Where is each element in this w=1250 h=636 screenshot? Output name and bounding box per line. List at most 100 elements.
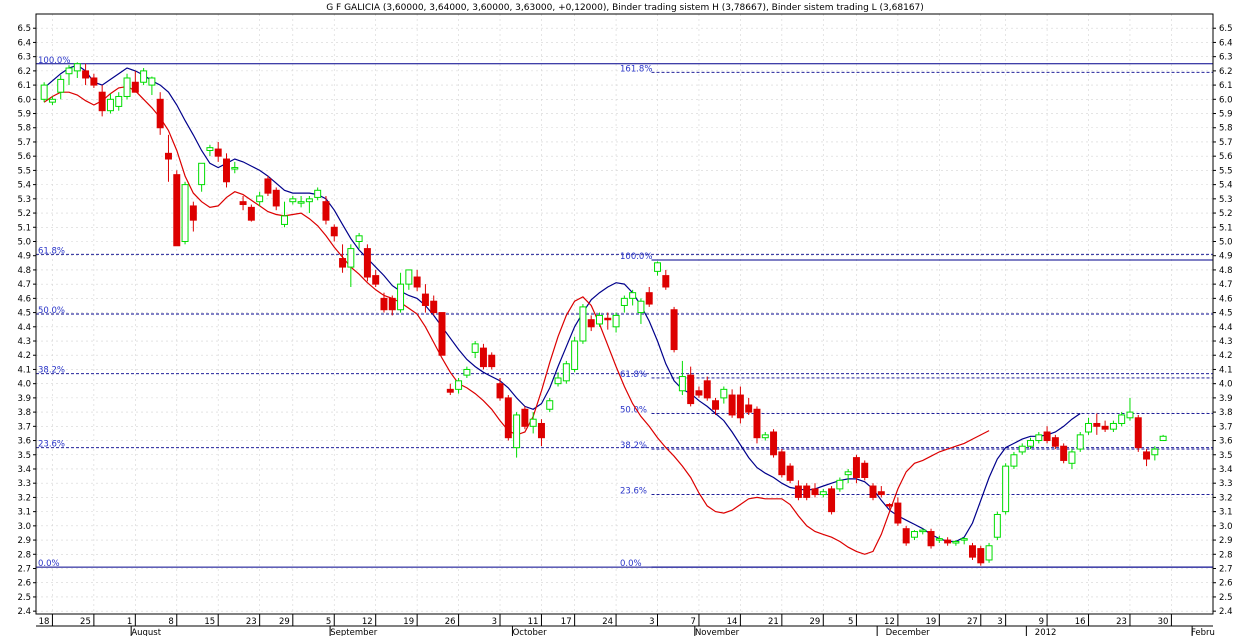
candle-body	[1068, 451, 1076, 464]
y-tick-label: 6.0	[17, 95, 31, 105]
candle	[65, 65, 73, 86]
candle	[537, 419, 545, 447]
y-tick-label: 3.5	[17, 451, 31, 461]
candle	[90, 73, 98, 88]
y-tick-label: 6.0	[1219, 95, 1233, 105]
candle	[48, 96, 56, 105]
candle-body	[98, 91, 106, 112]
candle-body	[546, 400, 554, 410]
y-tick-label: 6.3	[17, 53, 31, 63]
candle-body	[852, 457, 860, 479]
candle	[604, 312, 612, 330]
candle	[98, 85, 106, 117]
candle	[355, 232, 363, 249]
candle	[1126, 397, 1134, 421]
candle	[985, 542, 993, 563]
y-tick-label: 2.9	[1219, 536, 1233, 546]
candle-body	[604, 317, 612, 321]
candle-body	[1002, 465, 1010, 513]
candle	[1076, 432, 1084, 452]
candle	[256, 191, 264, 206]
candle-body	[339, 258, 347, 268]
y-tick-label: 3.1	[17, 508, 31, 518]
candle	[1043, 426, 1051, 444]
candle	[206, 144, 214, 157]
y-tick-label: 3.6	[17, 437, 31, 447]
y-tick-label: 3.8	[1219, 408, 1233, 418]
candle-body	[1143, 451, 1151, 460]
x-tick-label: 25	[80, 617, 91, 627]
candle-body	[106, 98, 114, 112]
candle	[770, 429, 778, 458]
candle-body	[736, 394, 744, 419]
fib-level-label: 100.0%	[38, 56, 70, 66]
candle	[678, 360, 686, 396]
candle-body	[695, 390, 703, 396]
candle-body	[1109, 422, 1117, 430]
candle-body	[1126, 411, 1134, 419]
candle	[894, 497, 902, 526]
candle-body	[521, 408, 529, 427]
candle	[272, 187, 280, 211]
candle	[786, 463, 794, 484]
candle-body	[65, 67, 73, 75]
x-tick-label: 9	[1039, 617, 1044, 627]
candle-body	[73, 63, 81, 72]
candle-body	[968, 545, 976, 558]
candle-body	[836, 479, 844, 490]
candle	[869, 483, 877, 501]
candle	[164, 134, 172, 182]
candle-body	[902, 528, 910, 544]
y-tick-label: 3.0	[1219, 522, 1233, 532]
candle	[579, 304, 587, 344]
candle-body	[819, 491, 827, 496]
candle	[446, 383, 454, 396]
candle	[852, 454, 860, 484]
candle	[115, 92, 123, 111]
y-tick-label: 2.6	[17, 579, 31, 589]
candle	[40, 82, 48, 103]
y-tick-label: 5.8	[17, 124, 31, 134]
y-tick-label: 2.7	[1219, 565, 1233, 575]
x-tick-label: 3	[492, 617, 497, 627]
candle-body	[189, 205, 197, 221]
candle-body	[935, 538, 943, 541]
x-tick-label: 26	[445, 617, 456, 627]
candle	[1051, 434, 1059, 450]
candle-body	[239, 201, 247, 206]
candle	[761, 432, 769, 441]
y-tick-label: 5.6	[17, 152, 31, 162]
y-tick-label: 5.1	[1219, 223, 1233, 233]
x-tick-label: 29	[279, 617, 290, 627]
candle	[305, 195, 313, 214]
candle-body	[413, 276, 421, 288]
candle-body	[1134, 417, 1142, 449]
month-label: August	[131, 628, 161, 636]
candle	[794, 480, 802, 501]
candle-body	[894, 502, 902, 524]
candle-body	[910, 531, 918, 538]
candle-body	[463, 368, 471, 376]
candle-body	[131, 81, 139, 93]
candle	[670, 306, 678, 353]
candle-body	[587, 319, 595, 328]
candle-body	[380, 297, 388, 311]
candle-body	[206, 147, 214, 151]
y-tick-label: 3.4	[1219, 465, 1233, 475]
y-tick-label: 6.2	[1219, 67, 1233, 77]
candle-body	[1159, 435, 1167, 442]
candle-body	[488, 354, 496, 368]
fibonacci-levels: 100.0% 161.8% 61.8% 50.0% 38.2% 23.6% 0.0% 100.…	[36, 56, 1213, 569]
candle	[745, 397, 753, 415]
candle-body	[297, 201, 305, 204]
candle	[728, 389, 736, 418]
candle	[968, 542, 976, 560]
candle	[803, 483, 811, 501]
fib-level-label: 38.2%	[38, 366, 65, 376]
x-tick-label: 30	[1158, 617, 1169, 627]
chart-title: G F GALICIA (3,60000, 3,64000, 3,60000, …	[326, 3, 924, 13]
candle	[753, 406, 761, 444]
candle	[281, 201, 289, 228]
candle	[1109, 420, 1117, 433]
candle	[421, 284, 429, 313]
